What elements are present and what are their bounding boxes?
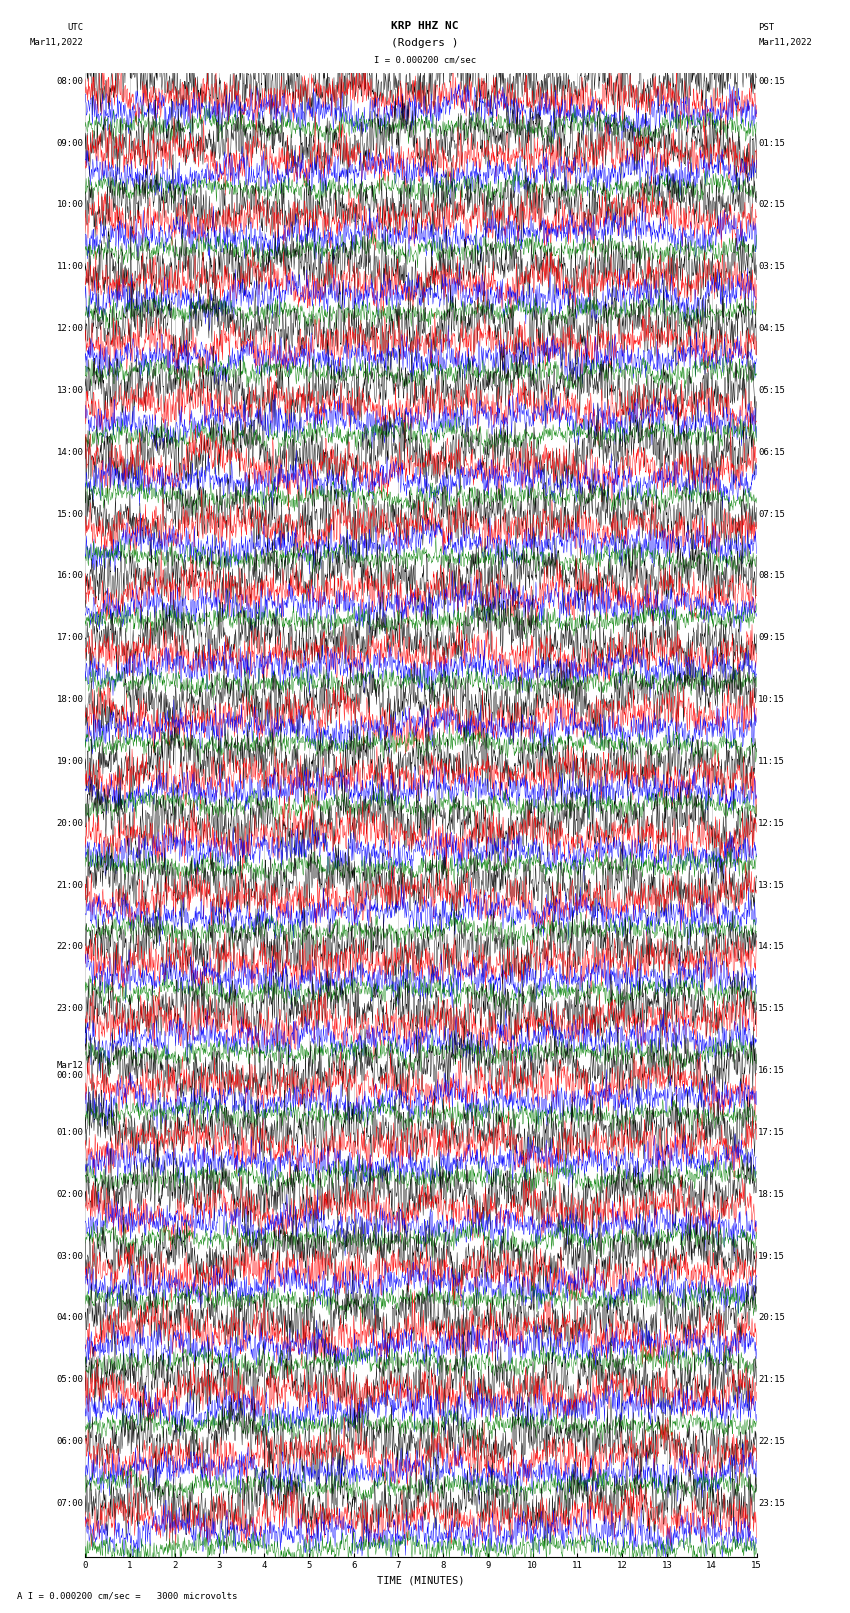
Text: 09:00: 09:00 (56, 139, 83, 147)
Text: UTC: UTC (67, 23, 83, 32)
Text: 13:15: 13:15 (758, 881, 785, 889)
Text: 23:00: 23:00 (56, 1005, 83, 1013)
Text: 00:15: 00:15 (758, 77, 785, 85)
Text: 12:15: 12:15 (758, 819, 785, 827)
Text: 01:00: 01:00 (56, 1127, 83, 1137)
Text: 21:00: 21:00 (56, 881, 83, 889)
Text: Mar11,2022: Mar11,2022 (758, 37, 812, 47)
Text: 11:00: 11:00 (56, 263, 83, 271)
Text: 23:15: 23:15 (758, 1498, 785, 1508)
Text: 20:15: 20:15 (758, 1313, 785, 1323)
Text: 14:15: 14:15 (758, 942, 785, 952)
Text: PST: PST (758, 23, 774, 32)
Text: 20:00: 20:00 (56, 819, 83, 827)
Text: 06:00: 06:00 (56, 1437, 83, 1445)
Text: 19:15: 19:15 (758, 1252, 785, 1260)
Text: A I = 0.000200 cm/sec =   3000 microvolts: A I = 0.000200 cm/sec = 3000 microvolts (17, 1590, 237, 1600)
Text: 16:15: 16:15 (758, 1066, 785, 1074)
Text: 03:15: 03:15 (758, 263, 785, 271)
Text: 07:15: 07:15 (758, 510, 785, 518)
Text: 12:00: 12:00 (56, 324, 83, 332)
Text: 18:00: 18:00 (56, 695, 83, 703)
Text: 07:00: 07:00 (56, 1498, 83, 1508)
Text: 22:00: 22:00 (56, 942, 83, 952)
Text: 01:15: 01:15 (758, 139, 785, 147)
Text: 04:00: 04:00 (56, 1313, 83, 1323)
X-axis label: TIME (MINUTES): TIME (MINUTES) (377, 1576, 464, 1586)
Text: 15:00: 15:00 (56, 510, 83, 518)
Text: 05:15: 05:15 (758, 386, 785, 395)
Text: 08:15: 08:15 (758, 571, 785, 581)
Text: Mar12
00:00: Mar12 00:00 (56, 1061, 83, 1081)
Text: 19:00: 19:00 (56, 756, 83, 766)
Text: 04:15: 04:15 (758, 324, 785, 332)
Text: 02:15: 02:15 (758, 200, 785, 210)
Text: 02:00: 02:00 (56, 1190, 83, 1198)
Text: 08:00: 08:00 (56, 77, 83, 85)
Text: 09:15: 09:15 (758, 634, 785, 642)
Text: 14:00: 14:00 (56, 448, 83, 456)
Text: 05:00: 05:00 (56, 1376, 83, 1384)
Text: 06:15: 06:15 (758, 448, 785, 456)
Text: I = 0.000200 cm/sec: I = 0.000200 cm/sec (374, 55, 476, 65)
Text: 21:15: 21:15 (758, 1376, 785, 1384)
Text: 16:00: 16:00 (56, 571, 83, 581)
Text: 22:15: 22:15 (758, 1437, 785, 1445)
Text: 10:15: 10:15 (758, 695, 785, 703)
Text: 03:00: 03:00 (56, 1252, 83, 1260)
Text: KRP HHZ NC: KRP HHZ NC (391, 21, 459, 31)
Text: 17:00: 17:00 (56, 634, 83, 642)
Text: 13:00: 13:00 (56, 386, 83, 395)
Text: 17:15: 17:15 (758, 1127, 785, 1137)
Text: 18:15: 18:15 (758, 1190, 785, 1198)
Text: 11:15: 11:15 (758, 756, 785, 766)
Text: 10:00: 10:00 (56, 200, 83, 210)
Text: (Rodgers ): (Rodgers ) (391, 39, 459, 48)
Text: Mar11,2022: Mar11,2022 (30, 37, 83, 47)
Text: 15:15: 15:15 (758, 1005, 785, 1013)
